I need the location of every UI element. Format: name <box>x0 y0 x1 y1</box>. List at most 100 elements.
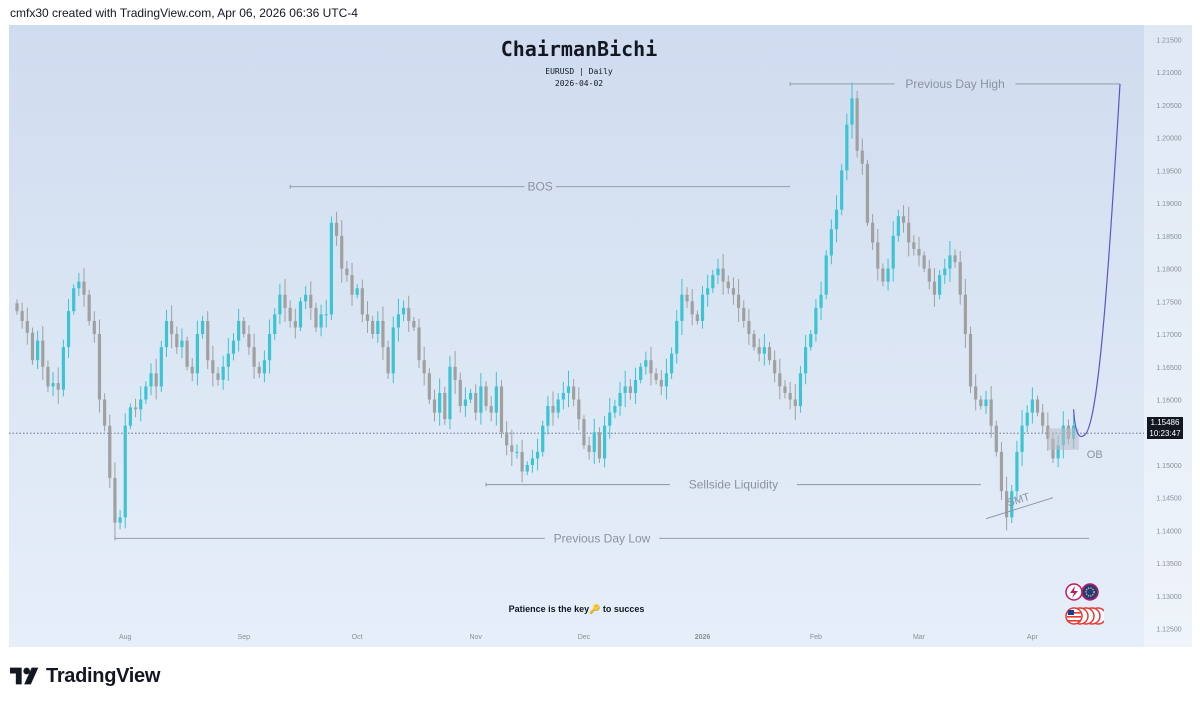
candle-body[interactable] <box>597 432 602 459</box>
indicator-icons[interactable] <box>1054 583 1104 627</box>
candle-body[interactable] <box>530 458 535 465</box>
price-axis[interactable] <box>1144 25 1192 647</box>
candle-body[interactable] <box>855 98 859 151</box>
candle-body[interactable] <box>840 170 844 210</box>
candle-body[interactable] <box>82 281 86 295</box>
candle-body[interactable] <box>639 366 643 380</box>
candle-body[interactable] <box>592 432 596 452</box>
candle-body[interactable] <box>144 386 148 400</box>
candle-body[interactable] <box>391 327 395 374</box>
candle-body[interactable] <box>1056 445 1060 459</box>
candle-body[interactable] <box>566 386 571 393</box>
candle-body[interactable] <box>154 373 158 387</box>
candle-body[interactable] <box>819 294 823 308</box>
candle-body[interactable] <box>829 229 833 256</box>
candle-body[interactable] <box>438 392 442 413</box>
candle-body[interactable] <box>541 425 545 452</box>
candle-body[interactable] <box>474 392 478 413</box>
smt-line[interactable] <box>985 497 1054 520</box>
candle-body[interactable] <box>72 288 76 312</box>
candle-body[interactable] <box>304 294 308 302</box>
candle-body[interactable] <box>871 222 875 243</box>
candle-body[interactable] <box>901 216 906 223</box>
candle-body[interactable] <box>319 314 323 328</box>
candle-body[interactable] <box>938 275 942 295</box>
candle-body[interactable] <box>783 386 787 393</box>
candle-body[interactable] <box>1010 491 1014 518</box>
candle-body[interactable] <box>700 294 705 321</box>
candle-body[interactable] <box>716 268 720 276</box>
candle-body[interactable] <box>690 301 694 315</box>
candle-body[interactable] <box>87 294 91 321</box>
candle-body[interactable] <box>427 373 431 400</box>
candle-body[interactable] <box>340 235 344 269</box>
candle-body[interactable] <box>66 311 71 348</box>
candle-body[interactable] <box>123 425 127 518</box>
candle-body[interactable] <box>999 451 1004 492</box>
candle-body[interactable] <box>237 320 241 341</box>
candle-body[interactable] <box>731 288 736 295</box>
candle-body[interactable] <box>262 360 266 374</box>
candle-body[interactable] <box>226 353 230 367</box>
candle-body[interactable] <box>283 294 287 308</box>
candle-body[interactable] <box>979 399 983 407</box>
candle-body[interactable] <box>1020 425 1024 452</box>
candle-body[interactable] <box>51 383 55 387</box>
candle-body[interactable] <box>809 334 813 348</box>
candle-body[interactable] <box>443 392 447 420</box>
candle-body[interactable] <box>159 347 163 387</box>
candle-body[interactable] <box>948 255 952 269</box>
candle-body[interactable] <box>953 255 957 263</box>
candle-body[interactable] <box>350 275 354 295</box>
candle-body[interactable] <box>417 327 421 361</box>
candle-body[interactable] <box>195 334 199 374</box>
candle-body[interactable] <box>257 366 261 374</box>
candle-body[interactable] <box>113 478 117 523</box>
candle-body[interactable] <box>649 360 653 374</box>
candle-body[interactable] <box>865 163 870 223</box>
candle-body[interactable] <box>360 288 364 315</box>
candle-body[interactable] <box>752 334 756 348</box>
candle-body[interactable] <box>164 320 169 348</box>
candle-body[interactable] <box>535 451 540 459</box>
candle-body[interactable] <box>118 517 122 523</box>
candle-body[interactable] <box>180 340 184 348</box>
candle-body[interactable] <box>345 268 349 276</box>
candle-body[interactable] <box>633 379 638 393</box>
candle-body[interactable] <box>216 373 220 380</box>
candle-body[interactable] <box>293 320 297 328</box>
candle-body[interactable] <box>747 320 751 335</box>
candle-body[interactable] <box>448 366 452 420</box>
candle-body[interactable] <box>546 406 550 426</box>
candle-body[interactable] <box>788 392 792 400</box>
candle-body[interactable] <box>334 222 339 236</box>
candle-body[interactable] <box>773 360 777 374</box>
candle-body[interactable] <box>288 307 292 321</box>
candle-body[interactable] <box>355 288 359 295</box>
candle-body[interactable] <box>850 98 854 125</box>
candle-body[interactable] <box>432 399 437 413</box>
candle-body[interactable] <box>103 399 107 426</box>
candle-body[interactable] <box>814 307 818 335</box>
candle-body[interactable] <box>499 386 504 433</box>
candle-body[interactable] <box>221 366 225 380</box>
candle-body[interactable] <box>175 334 179 348</box>
candle-body[interactable] <box>602 425 607 459</box>
candle-body[interactable] <box>736 294 741 308</box>
candle-body[interactable] <box>365 314 370 321</box>
candle-body[interactable] <box>41 340 45 367</box>
candle-body[interactable] <box>247 334 251 348</box>
candle-body[interactable] <box>974 386 978 400</box>
candle-body[interactable] <box>520 451 524 472</box>
candle-body[interactable] <box>324 314 328 316</box>
candle-body[interactable] <box>845 124 849 171</box>
candle-body[interactable] <box>252 347 256 367</box>
candle-body[interactable] <box>412 320 416 328</box>
candle-body[interactable] <box>886 268 890 282</box>
candle-body[interactable] <box>309 294 313 308</box>
candle-body[interactable] <box>371 320 375 335</box>
candle-body[interactable] <box>798 373 803 407</box>
candle-body[interactable] <box>314 307 318 328</box>
candle-body[interactable] <box>680 294 684 321</box>
candle-body[interactable] <box>15 303 19 312</box>
